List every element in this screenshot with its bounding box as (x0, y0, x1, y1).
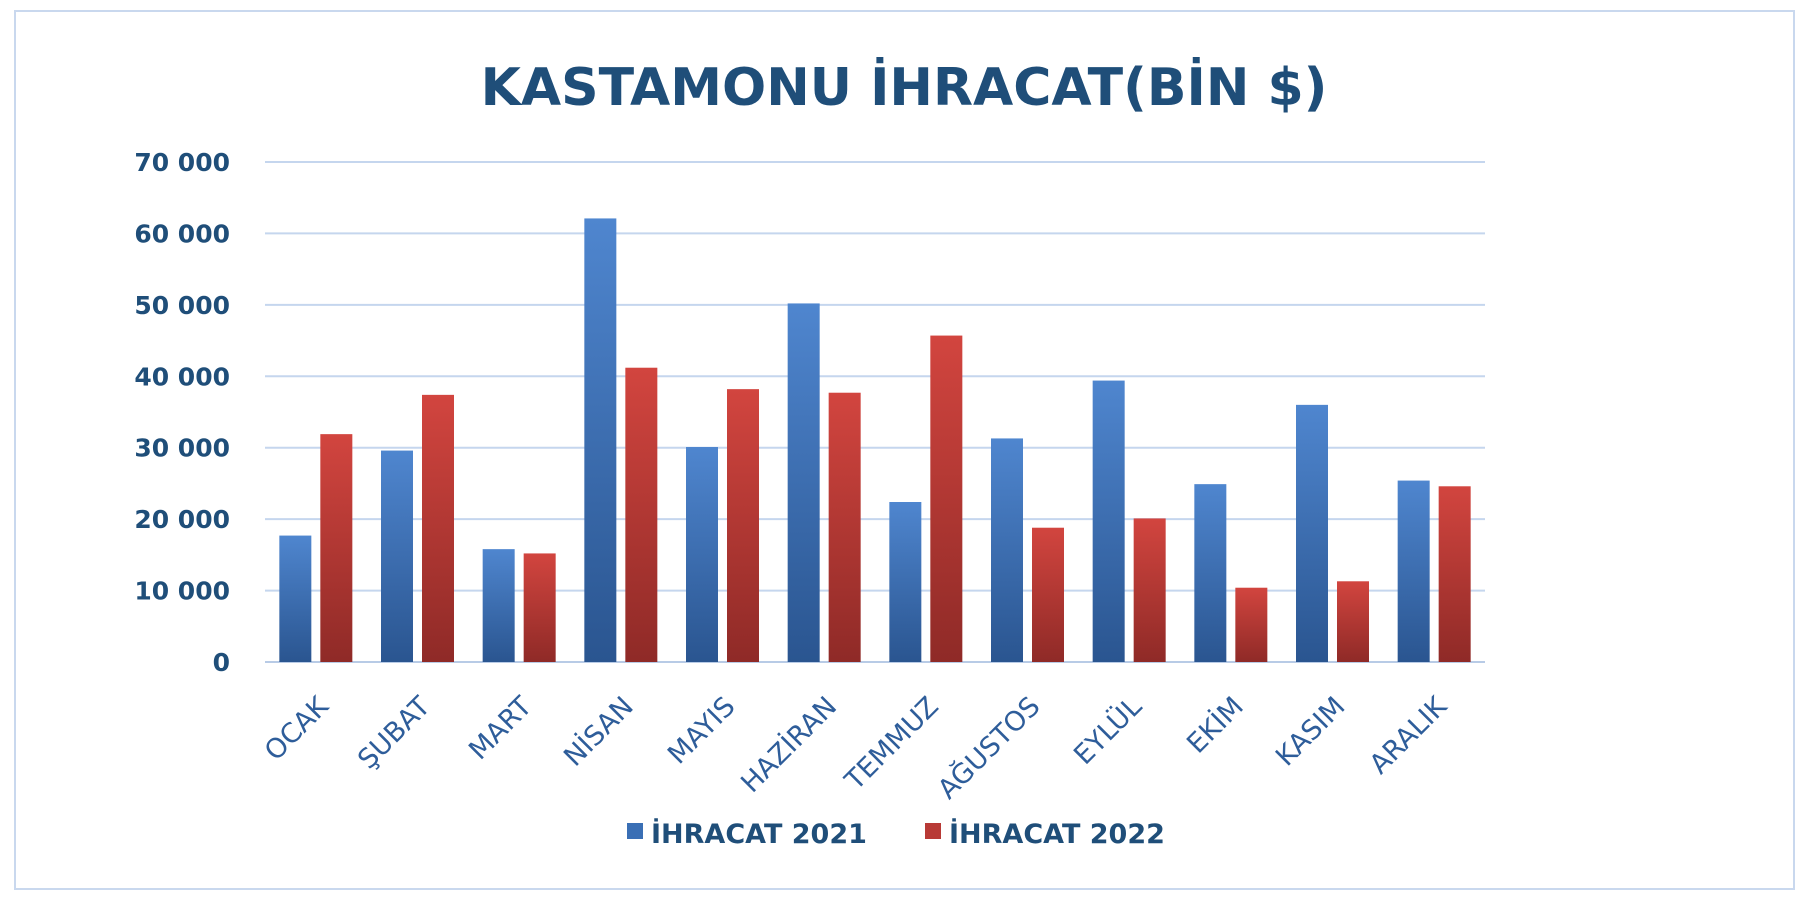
bar-2022-hazi̇ran (828, 392, 861, 662)
x-tick-label: OCAK (259, 690, 336, 767)
gridlines (265, 161, 1485, 663)
x-tick-label: ŞUBAT (352, 691, 437, 776)
y-tick-label: 60 000 (134, 219, 230, 248)
bar-2021-mart (482, 549, 515, 662)
bar-2022-şubat (422, 394, 454, 662)
bar-2022-mart (523, 553, 556, 662)
chart-title: KASTAMONU İHRACAT(BİN $) (481, 57, 1328, 118)
bars (279, 218, 1471, 662)
bar-2022-temmuz (930, 335, 963, 662)
bar-2021-ağustos (991, 438, 1023, 662)
x-tick-label: EYLÜL (1067, 690, 1148, 771)
x-tick-label: KASIM (1270, 691, 1351, 772)
x-tick-label: MAYIS (662, 691, 741, 770)
legend-label: İHRACAT 2022 (949, 818, 1165, 850)
y-tick-label: 0 (213, 648, 230, 677)
bar-2022-aralik (1438, 486, 1471, 662)
bar-2021-eylül (1092, 380, 1125, 662)
bar-2022-eylül (1133, 518, 1166, 662)
y-tick-label: 30 000 (134, 434, 230, 463)
bar-2021-kasim (1296, 404, 1328, 662)
bar-2022-ocak (320, 434, 353, 662)
bar-2022-ni̇san (625, 367, 658, 662)
x-axis-ticks: OCAK ŞUBAT MART NİSAN MAYISHAZİRANTEMMUZAĞUS… (259, 690, 1454, 805)
y-tick-label: 20 000 (134, 505, 230, 534)
y-tick-label: 10 000 (134, 577, 230, 606)
bar-2021-şubat (381, 450, 413, 662)
bar-2021-aralik (1397, 480, 1430, 662)
legend-swatch (627, 823, 643, 839)
x-tick-label: NİSAN (557, 690, 639, 772)
x-tick-label: ARALIK (1364, 690, 1454, 780)
legend-swatch (925, 823, 941, 839)
x-tick-label: MART (463, 691, 538, 766)
legend-label: İHRACAT 2021 (651, 818, 867, 850)
bar-2022-eki̇m (1235, 587, 1268, 662)
x-tick-label: HAZİRAN (735, 690, 844, 799)
bar-2021-hazi̇ran (787, 303, 820, 662)
x-tick-label: AĞUSTOS (931, 690, 1046, 805)
x-tick-label: TEMMUZ (839, 691, 945, 797)
bar-2022-kasim (1337, 581, 1369, 662)
bar-2021-temmuz (889, 502, 922, 662)
y-axis-ticks: 0 10 000 20 000 30 000 40 000 50 000 60 000 70 … (134, 148, 230, 677)
bar-2022-mayis (727, 389, 759, 662)
chart-frame (14, 10, 1795, 890)
y-tick-label: 40 000 (134, 362, 230, 391)
y-tick-label: 50 000 (134, 291, 230, 320)
bar-2021-ocak (279, 535, 312, 662)
x-tick-label: EKİM (1180, 690, 1249, 759)
bar-2022-ağustos (1032, 527, 1064, 662)
bar-2021-ni̇san (584, 218, 617, 662)
bar-2021-mayis (686, 447, 718, 662)
legend: İHRACAT 2021 İHRACAT 2022 (627, 818, 1165, 850)
bar-2021-eki̇m (1194, 484, 1227, 662)
y-tick-label: 70 000 (134, 148, 230, 177)
